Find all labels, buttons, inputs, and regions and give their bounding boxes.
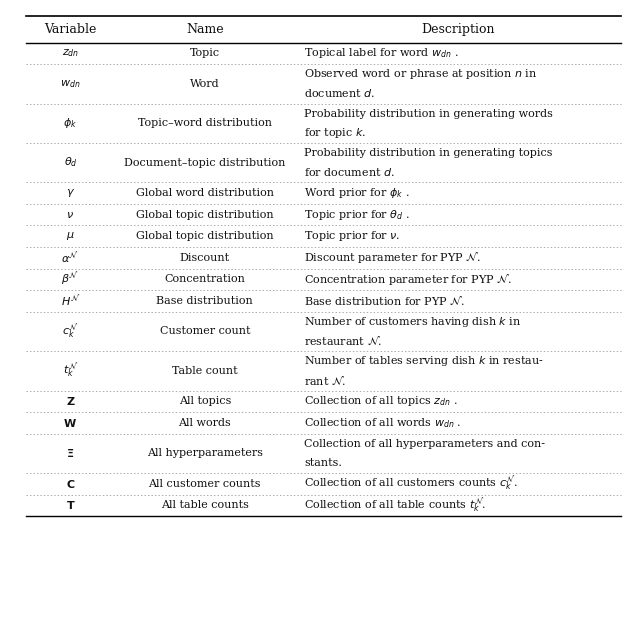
Text: Topic prior for $\theta_d$ .: Topic prior for $\theta_d$ . (304, 208, 410, 222)
Text: $\theta_d$: $\theta_d$ (63, 156, 77, 170)
Text: Description: Description (421, 23, 494, 36)
Text: $c_k^{\mathcal{N}}$: $c_k^{\mathcal{N}}$ (62, 322, 79, 341)
Text: Collection of all hyperparameters and con-: Collection of all hyperparameters and co… (304, 439, 545, 449)
Text: Concentration: Concentration (164, 274, 245, 284)
Text: Global word distribution: Global word distribution (136, 188, 274, 198)
Text: Probability distribution in generating topics: Probability distribution in generating t… (304, 148, 552, 158)
Text: Global topic distribution: Global topic distribution (136, 231, 274, 241)
Text: Collection of all topics $z_{dn}$ .: Collection of all topics $z_{dn}$ . (304, 394, 458, 408)
Text: Base distribution for PYP $\mathcal{N}$.: Base distribution for PYP $\mathcal{N}$. (304, 295, 465, 307)
Text: Collection of all words $w_{dn}$ .: Collection of all words $w_{dn}$ . (304, 416, 461, 430)
Text: Topical label for word $w_{dn}$ .: Topical label for word $w_{dn}$ . (304, 46, 459, 60)
Text: Global topic distribution: Global topic distribution (136, 210, 274, 220)
Text: Number of tables serving dish $k$ in restau-: Number of tables serving dish $k$ in res… (304, 354, 544, 368)
Text: Document–topic distribution: Document–topic distribution (124, 157, 285, 168)
Text: Base distribution: Base distribution (156, 296, 253, 306)
Text: for topic $k$.: for topic $k$. (304, 126, 366, 140)
Text: Topic: Topic (189, 48, 220, 58)
Text: Concentration parameter for PYP $\mathcal{N}$.: Concentration parameter for PYP $\mathca… (304, 272, 511, 287)
Text: $\gamma$: $\gamma$ (66, 187, 75, 199)
Text: $\mathbf{Z}$: $\mathbf{Z}$ (65, 396, 76, 407)
Text: All table counts: All table counts (161, 500, 249, 511)
Text: $\mathbf{W}$: $\mathbf{W}$ (63, 417, 77, 429)
Text: document $d$.: document $d$. (304, 87, 375, 99)
Text: Collection of all customers counts $c_k^{\mathcal{N}}$.: Collection of all customers counts $c_k^… (304, 474, 518, 493)
Text: $\mathbf{T}$: $\mathbf{T}$ (65, 500, 76, 511)
Text: Customer count: Customer count (159, 326, 250, 337)
Text: Table count: Table count (172, 366, 237, 376)
Text: Word prior for $\phi_k$ .: Word prior for $\phi_k$ . (304, 186, 410, 200)
Text: Word: Word (190, 79, 220, 89)
Text: restaurant $\mathcal{N}$.: restaurant $\mathcal{N}$. (304, 335, 382, 347)
Text: for document $d$.: for document $d$. (304, 166, 395, 178)
Text: $H^{\mathcal{N}}$: $H^{\mathcal{N}}$ (61, 293, 80, 309)
Text: $\nu$: $\nu$ (67, 210, 74, 220)
Text: stants.: stants. (304, 458, 342, 468)
Text: Topic–word distribution: Topic–word distribution (138, 118, 272, 128)
Text: rant $\mathcal{N}$.: rant $\mathcal{N}$. (304, 374, 346, 387)
Text: $\alpha^{\mathcal{N}}$: $\alpha^{\mathcal{N}}$ (61, 250, 79, 265)
Text: All customer counts: All customer counts (148, 479, 261, 489)
Text: $t_k^{\mathcal{N}}$: $t_k^{\mathcal{N}}$ (63, 361, 78, 380)
Text: All hyperparameters: All hyperparameters (147, 448, 263, 458)
Text: Variable: Variable (44, 23, 97, 36)
Text: $\mathbf{\Xi}$: $\mathbf{\Xi}$ (67, 448, 74, 459)
Text: All topics: All topics (179, 396, 231, 406)
Text: Number of customers having dish $k$ in: Number of customers having dish $k$ in (304, 315, 522, 329)
Text: Topic prior for $\nu$.: Topic prior for $\nu$. (304, 229, 401, 243)
Text: $\phi_k$: $\phi_k$ (63, 116, 77, 130)
Text: Collection of all table counts $t_k^{\mathcal{N}}$.: Collection of all table counts $t_k^{\ma… (304, 496, 486, 515)
Text: $\mathbf{C}$: $\mathbf{C}$ (66, 478, 75, 490)
Text: Discount parameter for PYP $\mathcal{N}$.: Discount parameter for PYP $\mathcal{N}$… (304, 250, 481, 265)
Text: $\beta^{\mathcal{N}}$: $\beta^{\mathcal{N}}$ (61, 271, 79, 288)
Text: $\mu$: $\mu$ (66, 231, 75, 242)
Text: $z_{dn}$: $z_{dn}$ (62, 48, 79, 59)
Text: $w_{dn}$: $w_{dn}$ (60, 78, 81, 90)
Text: Probability distribution in generating words: Probability distribution in generating w… (304, 109, 553, 119)
Text: Observed word or phrase at position $n$ in: Observed word or phrase at position $n$ … (304, 67, 538, 81)
Text: Discount: Discount (180, 253, 230, 263)
Text: Name: Name (186, 23, 223, 36)
Text: All words: All words (179, 418, 231, 428)
